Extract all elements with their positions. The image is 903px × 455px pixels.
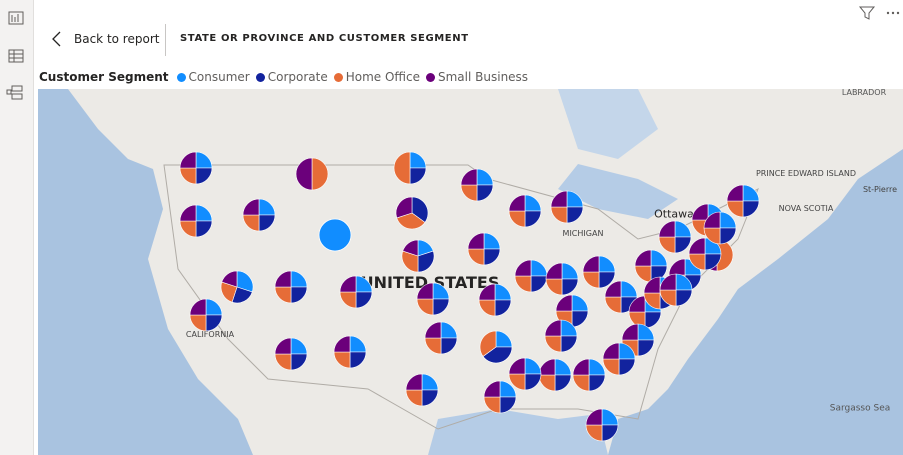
pie-slice[interactable]: [585, 408, 603, 426]
pie-slice[interactable]: [582, 255, 600, 273]
filter-icon[interactable]: [858, 6, 876, 20]
pie-slice[interactable]: [274, 337, 292, 355]
pie-slice[interactable]: [658, 220, 676, 238]
map-label: MICHIGAN: [563, 229, 604, 238]
legend-marker: [426, 72, 435, 82]
separator: [165, 24, 166, 56]
legend-marker: [255, 72, 265, 82]
gulf-of-mexico: [428, 409, 608, 455]
pie-slice[interactable]: [703, 211, 721, 229]
pie-slice[interactable]: [318, 218, 352, 252]
hudson-bay: [558, 89, 658, 159]
pie-slice[interactable]: [544, 319, 562, 337]
pie-slice[interactable]: [483, 380, 501, 398]
pie-slice[interactable]: [393, 151, 411, 185]
us-border: [163, 164, 759, 430]
pie-slice[interactable]: [691, 203, 709, 221]
pie-slice[interactable]: [295, 157, 313, 191]
pie-slice[interactable]: [274, 270, 292, 288]
legend-marker: [333, 72, 343, 82]
pie-slice[interactable]: [467, 232, 485, 250]
pie-slice[interactable]: [602, 342, 620, 360]
legend-item[interactable]: Small Business: [426, 70, 528, 84]
pie-slice[interactable]: [236, 270, 254, 293]
pie-slice[interactable]: [460, 168, 478, 186]
back-button[interactable]: Back to report: [74, 32, 160, 46]
sidebar-icons: [6, 11, 24, 100]
pie-slice[interactable]: [478, 283, 496, 301]
legend-item[interactable]: Home Office: [333, 70, 420, 84]
map-label: NOVA SCOTIA: [779, 204, 834, 213]
pie-slice[interactable]: [572, 358, 590, 376]
map-label: LABRADOR: [842, 89, 887, 97]
pie-slice[interactable]: [424, 321, 442, 339]
pie-slice[interactable]: [179, 204, 197, 222]
pie-slice[interactable]: [396, 212, 426, 230]
legend: Customer Segment Consumer Corporate Home O…: [39, 68, 534, 86]
pie-slice[interactable]: [339, 275, 357, 293]
pie-slice[interactable]: [402, 239, 419, 257]
back-arrow[interactable]: [48, 29, 68, 49]
pie-slice[interactable]: [659, 273, 677, 291]
pie-slice[interactable]: [221, 270, 238, 288]
map-label: PRINCE EDWARD ISLAND: [756, 169, 856, 178]
pie-slice[interactable]: [634, 249, 652, 267]
pie-slice[interactable]: [189, 298, 207, 316]
map-label: CALIFORNIA: [186, 330, 235, 339]
visual-toolbar: [858, 6, 900, 20]
pie-slice[interactable]: [311, 157, 329, 191]
pie-slice[interactable]: [405, 373, 423, 391]
great-lakes: [558, 164, 678, 219]
sidebar: [0, 0, 34, 455]
pie-slice[interactable]: [668, 258, 686, 276]
pie-slice[interactable]: [242, 198, 260, 216]
pie-slice[interactable]: [395, 196, 413, 219]
pie-slice[interactable]: [417, 250, 435, 273]
map-label: UNITED STATES: [361, 273, 500, 292]
pie-slice[interactable]: [550, 190, 568, 208]
legend-marker: [176, 72, 186, 82]
pie-slice[interactable]: [514, 259, 532, 277]
pie-slice[interactable]: [401, 250, 419, 273]
legend-item[interactable]: Corporate: [255, 70, 328, 84]
pie-slice[interactable]: [555, 294, 573, 312]
pacific-ocean: [38, 89, 253, 455]
pie-slice[interactable]: [508, 357, 526, 375]
legend-label: Consumer: [188, 70, 250, 84]
pie-slice[interactable]: [479, 330, 497, 357]
map-label: St-Pierre: [863, 185, 897, 194]
pie-slice[interactable]: [545, 262, 563, 280]
pie-slice[interactable]: [333, 335, 351, 353]
legend-label: Small Business: [438, 70, 529, 84]
pie-slice[interactable]: [179, 151, 197, 169]
pie-slice[interactable]: [604, 280, 622, 298]
pie-slice[interactable]: [688, 237, 706, 255]
legend-title: Customer Segment: [39, 70, 169, 84]
map-label: Ottawa: [654, 208, 694, 221]
report-icon[interactable]: [8, 11, 24, 25]
data-icon[interactable]: [8, 49, 24, 63]
model-icon[interactable]: [6, 85, 23, 100]
legend-label: Corporate: [267, 70, 328, 84]
atlantic-ocean: [608, 149, 903, 455]
pie-slice[interactable]: [416, 282, 434, 300]
legend-item[interactable]: Consumer: [176, 70, 250, 84]
legend-label: Home Office: [345, 70, 420, 84]
visual-title: STATE OR PROVINCE AND CUSTOMER SEGMENT: [180, 33, 469, 44]
header: Back to report STATE OR PROVINCE AND CUS…: [38, 0, 903, 68]
pie-slice[interactable]: [508, 194, 526, 212]
pie-slice[interactable]: [621, 323, 639, 341]
more-options[interactable]: [886, 11, 900, 15]
pie-slice[interactable]: [726, 184, 744, 202]
map[interactable]: UNITED STATES Ottawa PRINCE EDWARD ISLAND N…: [38, 89, 903, 455]
pie-slice[interactable]: [643, 276, 661, 294]
pie-slice[interactable]: [411, 196, 429, 223]
map-label: Sargasso Sea: [830, 404, 891, 414]
pie-slice[interactable]: [482, 346, 513, 364]
